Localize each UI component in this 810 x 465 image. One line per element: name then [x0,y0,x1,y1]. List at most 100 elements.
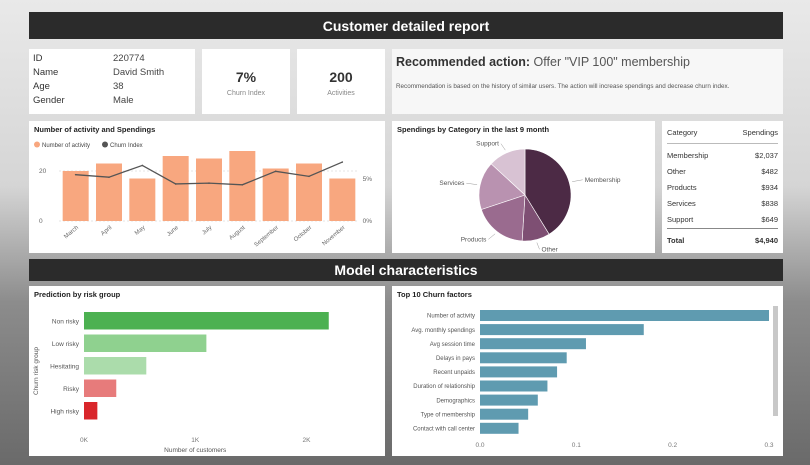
category-cell: Support [667,215,694,224]
activity-bar[interactable] [162,156,189,221]
pie-slice-support[interactable] [490,148,526,196]
spendings-cell: $2,037 [755,151,778,160]
activity-bar[interactable] [329,178,356,222]
month-label: May [134,225,147,237]
activity-bar[interactable] [262,168,289,222]
risk-category-label: High risky [50,408,79,415]
pie-leader-line [536,242,540,250]
activities-label: Activities [327,90,355,97]
field-value: 38 [113,81,124,92]
pie-label-services: Services [439,180,465,187]
activity-chart: Number of activity Churn Index 0 20 0% 5% Marc… [34,141,373,248]
risk-x-tick: 2K [303,437,312,444]
factor-bar-avg-session-time[interactable] [480,338,586,350]
risk-group-card: Prediction by risk group Non risky Low ri… [29,286,385,456]
churn-index-point [141,164,144,167]
month-label: August [228,225,246,242]
table-row[interactable]: Services $838 [667,196,778,212]
y-right-tick: 0% [363,218,373,225]
churn-index-point [308,175,310,178]
risk-category-label: Hesitating [50,363,79,370]
pie-slice-products[interactable] [480,194,526,242]
factor-label: Contact with call center [413,427,475,433]
total-value: $4,940 [755,236,778,245]
table-row[interactable]: Membership $2,037 [667,144,778,165]
activity-bar[interactable] [129,178,156,222]
risk-chart-title: Prediction by risk group [34,290,121,299]
table-row[interactable]: Support $649 [667,212,778,229]
spendings-column-header[interactable]: Spendings [742,128,778,137]
activity-bar[interactable] [229,151,256,221]
activity-chart-title: Number of activity and Spendings [34,125,156,134]
month-label: November [322,225,347,247]
customer-field-gender: Gender Male [33,95,193,108]
activity-chart-card: Number of activity and Spendings Number … [29,121,385,253]
churn-index-point [174,183,177,185]
pie-slice-services[interactable] [478,163,526,210]
activity-legend: Number of activity Churn Index [34,141,143,149]
table-row[interactable]: Products $934 [667,180,778,196]
churn-index-point [341,161,344,163]
spendings-cell: $649 [761,215,778,224]
legend-activity-label: Number of activity [42,143,90,149]
factor-bar-recent-unpaids[interactable] [480,366,558,378]
activity-bar[interactable] [62,171,89,221]
table-row[interactable]: Other $482 [667,164,778,180]
pie-leader-line [488,233,496,240]
risk-bar-non-risky[interactable] [84,312,329,330]
field-label: Gender [33,95,65,106]
risk-bar-risky[interactable] [84,379,117,398]
churn-index-point [208,182,210,184]
customer-info-card: ID 220774 Name David Smith Age 38 Gender Male [29,49,195,114]
y-left-tick: 20 [39,168,47,175]
field-value: David Smith [113,67,165,78]
pie-slice-membership[interactable] [524,148,572,235]
risk-category-label: Low risky [52,341,80,348]
factor-label: Type of membership [421,412,476,418]
pie-chart-title: Spendings by Category in the last 9 mont… [397,125,550,134]
risk-category-label: Non risky [52,318,80,325]
factor-bar-duration-of-relationship[interactable] [480,380,548,392]
factor-bar-demographics[interactable] [480,394,538,406]
factor-bar-delays-in-pays[interactable] [480,352,567,364]
factor-label: Demographics [436,398,475,404]
legend-marker-activity [34,141,40,148]
churn-factors-chart: Number of activity Avg. monthly spendings… [411,310,774,449]
category-column-header[interactable]: Category [667,128,698,137]
spendings-cell: $838 [761,199,778,208]
category-pie-card: Spendings by Category in the last 9 mont… [392,121,655,253]
factor-label: Avg. monthly spendings [411,328,475,334]
total-label: Total [667,236,685,245]
factor-label: Recent unpaids [433,370,475,376]
category-cell: Other [667,167,686,176]
risk-bar-high-risky[interactable] [84,402,98,420]
month-label: October [293,225,313,243]
risk-bar-hesitating[interactable] [84,357,147,375]
y-left-tick: 0 [39,218,43,225]
recommendation-heading: Recommended action: [396,55,531,69]
spendings-table-card: Category Spendings Membership $2,037 Other… [662,121,783,253]
table-body: Membership $2,037 Other $482 Products $934 Ser… [667,144,778,229]
factor-x-tick: 0.1 [572,442,581,449]
risk-category-label: Risky [63,386,80,393]
customer-field-name: Name David Smith [33,67,193,80]
factor-bar-number-of-activity[interactable] [480,310,769,321]
factor-bar-type-of-membership[interactable] [480,408,529,420]
pie-label-membership: Membership [585,177,621,184]
factor-label: Number of activity [427,314,475,320]
activity-bar[interactable] [96,163,122,222]
factor-bar-avg-monthly-spendings[interactable] [480,324,644,336]
risk-bar-low-risky[interactable] [84,334,207,353]
factor-x-tick: 0.3 [764,442,773,449]
activity-bar[interactable] [196,158,222,222]
pie-label-support: Support [476,141,499,148]
month-label: July [201,225,213,236]
churn-factors-card: Top 10 Churn factors Number of activity A… [392,286,783,456]
churn-index-point [74,173,77,176]
factors-scrollbar[interactable] [773,306,778,416]
category-cell: Services [667,199,696,208]
factor-bar-contact-with-call-center[interactable] [480,422,519,434]
field-label: Age [33,81,50,92]
factor-label: Duration of relationship [413,384,475,390]
pie-leader-line [572,179,583,182]
